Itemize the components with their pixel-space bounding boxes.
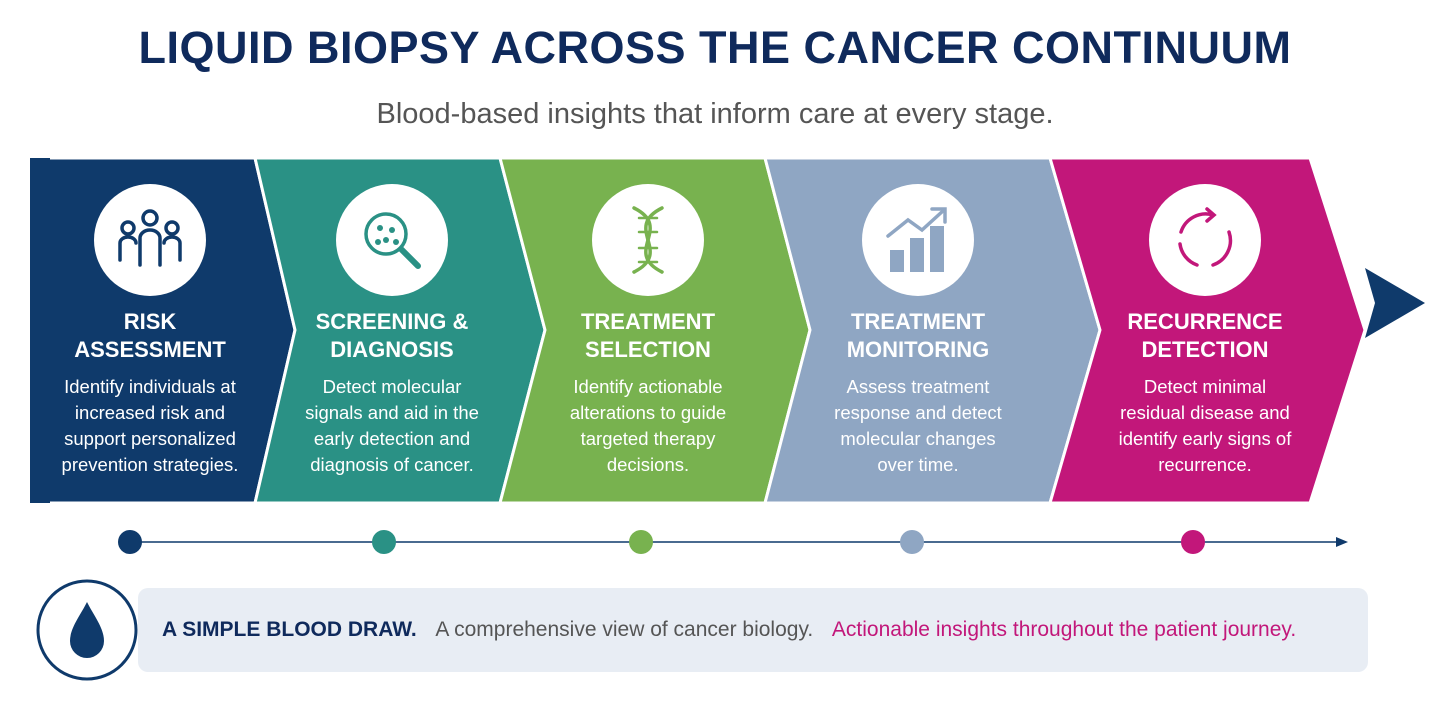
icon-part: [141, 209, 159, 227]
icon-part: [377, 225, 383, 231]
stage-title: TREATMENT MONITORING: [846, 309, 990, 362]
stage-icon: [886, 207, 947, 272]
stage-icon: [364, 212, 421, 269]
icon-part: [118, 235, 138, 262]
stage-corner: [30, 158, 50, 503]
icon-part: [162, 235, 182, 262]
footer-box: [138, 588, 1368, 672]
icon-part: [1205, 207, 1217, 223]
timeline-dot: [1181, 530, 1205, 554]
stage-icon: [632, 206, 664, 274]
footer-lead: A SIMPLE BLOOD DRAW.: [162, 618, 417, 641]
stage-title: SCREENING & DIAGNOSIS: [315, 309, 469, 362]
stage-description: Identify individuals at increased risk a…: [61, 376, 239, 475]
stage-description: Detect minimal residual disease and iden…: [1118, 376, 1292, 475]
icon-part: [890, 250, 904, 272]
stage-icon-circle: [1149, 184, 1261, 296]
title: LIQUID BIOPSY ACROSS THE CANCER CONTINUU…: [138, 22, 1292, 73]
stage-chevron: [1048, 156, 1367, 505]
icon-part: [398, 246, 421, 269]
stage-icon: [1178, 207, 1233, 267]
icon-part: [389, 227, 395, 233]
timeline-arrow: [1336, 537, 1348, 547]
icon-part: [120, 220, 136, 236]
stage-title: TREATMENT SELECTION: [580, 309, 716, 362]
icon-part: [930, 226, 944, 272]
icon-part: [1179, 212, 1215, 234]
stage-icon-circle: [336, 184, 448, 296]
icon-part: [1178, 242, 1199, 267]
icon-part: [930, 207, 947, 224]
icon-part: [164, 220, 180, 236]
icon-part: [383, 237, 389, 243]
icon-part: [910, 238, 924, 272]
stage-icon: [118, 209, 182, 267]
drop-icon: [70, 602, 104, 658]
icon-part: [375, 239, 381, 245]
timeline-dot: [118, 530, 142, 554]
stage-title: RISK ASSESSMENT: [74, 309, 226, 362]
icon-part: [364, 212, 408, 256]
icon-part: [1211, 230, 1233, 267]
subtitle: Blood-based insights that inform care at…: [376, 98, 1054, 130]
footer-end: Actionable insights throughout the patie…: [831, 618, 1297, 641]
footer-middle: A comprehensive view of cancer biology.: [435, 618, 814, 641]
stage-title: RECURRENCE DETECTION: [1127, 309, 1283, 362]
icon-part: [886, 208, 946, 238]
footer-text: A SIMPLE BLOOD DRAW. A comprehensive vie…: [162, 618, 1310, 642]
timeline-dot: [372, 530, 396, 554]
stage-description: Detect molecular signals and aid in the …: [305, 376, 479, 475]
flow-arrow: [1365, 268, 1425, 338]
timeline-dot: [900, 530, 924, 554]
stage-icon-circle: [94, 184, 206, 296]
icon-part: [632, 206, 664, 274]
stage-description: Identify actionable alterations to guide…: [569, 376, 727, 475]
timeline-dot: [629, 530, 653, 554]
icon-part: [138, 228, 162, 267]
icon-part: [393, 239, 399, 245]
stage-description: Assess treatment response and detect mol…: [834, 376, 1002, 475]
